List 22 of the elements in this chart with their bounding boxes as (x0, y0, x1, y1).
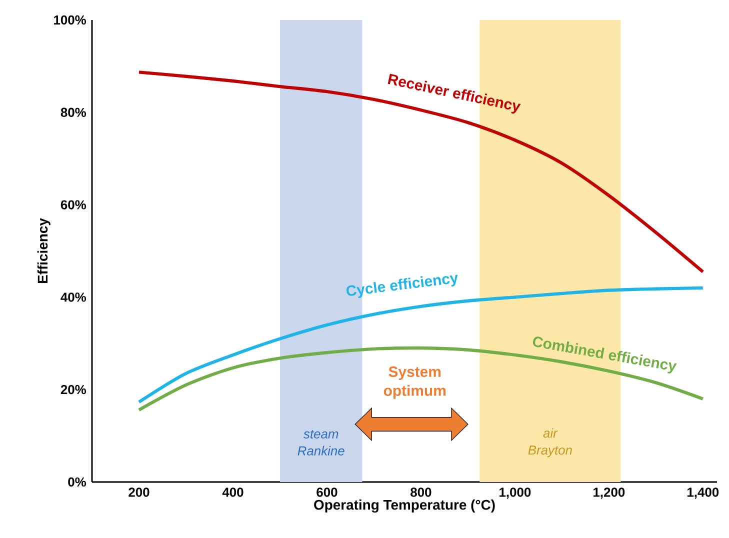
x-tick-label: 1,200 (594, 488, 625, 499)
x-tick-label: 800 (410, 488, 432, 497)
annotation: System optimum (384, 366, 446, 399)
y-tick-label: 0% (68, 477, 86, 487)
y-tick-label: 40% (60, 292, 86, 302)
text: Cycle efficiency (346, 274, 458, 298)
x-tick-label: 600 (316, 488, 338, 497)
band-label: air Brayton (528, 428, 572, 458)
y-tick-label: 60% (60, 200, 86, 210)
y-tick-label: 80% (60, 108, 86, 117)
y-axis-title: Efficiency (37, 218, 50, 284)
text: Combined efficiency (532, 336, 677, 374)
y-tick-label: 100% (54, 15, 86, 25)
band-label: steam Rankine (298, 430, 344, 456)
x-tick-label: 200 (128, 488, 150, 497)
x-tick-label: 1,000 (500, 488, 531, 499)
x-tick-label: 1,400 (688, 488, 719, 499)
text: Receiver efficiency (388, 74, 521, 114)
y-tick-label: 20% (60, 385, 86, 394)
x-axis-title: Operating Temperature (°C) (314, 500, 495, 513)
x-tick-label: 400 (222, 488, 244, 497)
line-series (137, 70, 705, 274)
